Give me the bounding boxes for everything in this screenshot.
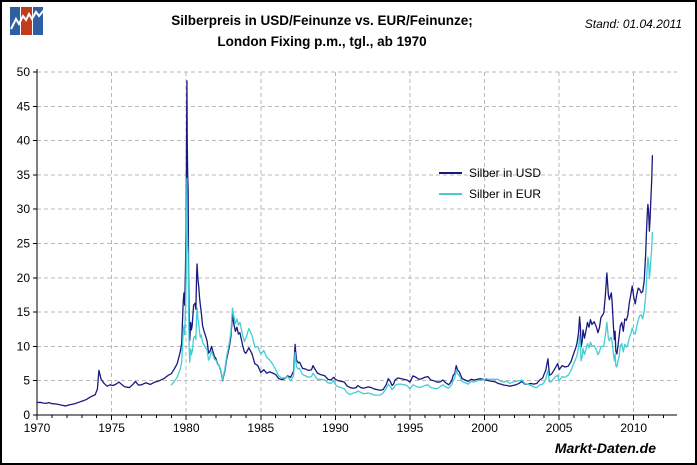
- legend: Silber in USD Silber in EUR: [439, 162, 541, 204]
- logo-right-bar: [33, 7, 43, 35]
- y-tick-label: 5: [23, 374, 30, 388]
- y-tick-label: 10: [17, 339, 31, 353]
- legend-item-eur: Silber in EUR: [439, 183, 541, 204]
- chart-title: Silberpreis in USD/Feinunze vs. EUR/Fein…: [102, 10, 542, 52]
- x-tick-label: 2000: [471, 421, 498, 435]
- y-tick-label: 25: [17, 237, 31, 251]
- as-of-date: Stand: 01.04.2011: [584, 17, 682, 31]
- y-tick-label: 0: [23, 408, 30, 422]
- x-tick-label: 1985: [247, 421, 274, 435]
- marktdaten-logo: [10, 7, 45, 35]
- x-tick-label: 1990: [322, 421, 349, 435]
- x-tick-label: 2005: [546, 421, 573, 435]
- x-tick-label: 1975: [98, 421, 125, 435]
- y-tick-label: 50: [17, 65, 31, 79]
- y-tick-label: 40: [17, 134, 31, 148]
- legend-label-usd: Silber in USD: [469, 165, 542, 180]
- legend-line-usd-icon: [439, 171, 462, 174]
- x-tick-label: 1995: [397, 421, 424, 435]
- y-tick-label: 35: [17, 168, 31, 182]
- y-tick-label: 30: [17, 202, 31, 216]
- chart-title-line2: London Fixing p.m., tgl., ab 1970: [217, 34, 427, 49]
- x-tick-label: 2010: [620, 421, 647, 435]
- logo-zigzag-line-icon: [10, 9, 45, 30]
- series-eur-line: [170, 177, 654, 396]
- watermark: Markt-Daten.de: [554, 440, 656, 456]
- x-tick-label: 1980: [173, 421, 200, 435]
- x-tick-label: 1970: [24, 421, 51, 435]
- legend-line-eur-icon: [439, 192, 462, 195]
- chart-title-line1: Silberpreis in USD/Feinunze vs. EUR/Fein…: [171, 13, 473, 28]
- y-tick-label: 20: [17, 271, 31, 285]
- y-tick-label: 45: [17, 99, 31, 113]
- legend-label-eur: Silber in EUR: [469, 186, 542, 201]
- legend-item-usd: Silber in USD: [439, 162, 541, 183]
- y-tick-label: 15: [17, 305, 31, 319]
